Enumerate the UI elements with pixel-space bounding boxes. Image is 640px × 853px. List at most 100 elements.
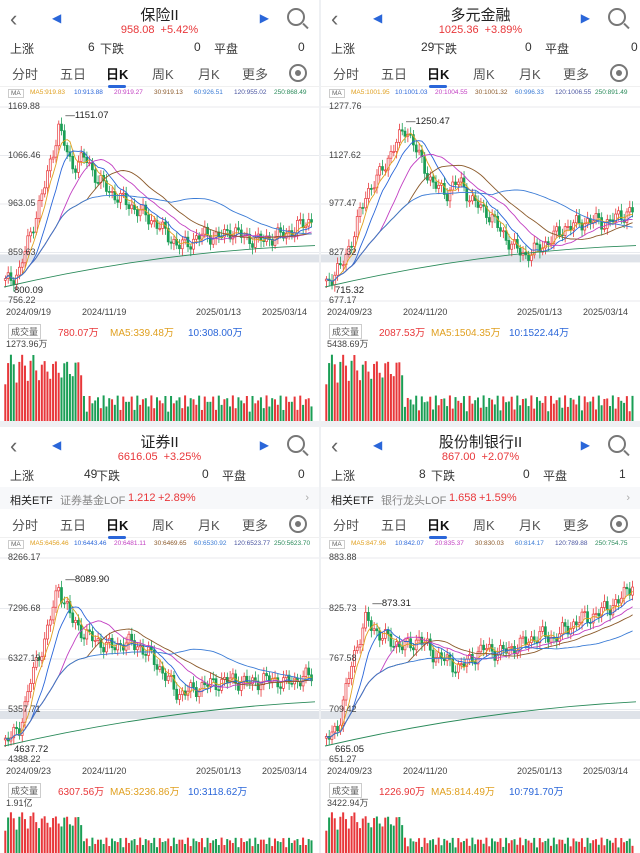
volume-bar <box>113 841 116 853</box>
volume-label[interactable]: 成交量 <box>8 324 42 339</box>
volume-chart[interactable]: 3422.94万 <box>321 796 640 853</box>
volume-bar <box>527 840 530 853</box>
volume-chart[interactable]: 1273.96万 <box>0 337 319 421</box>
volume-bar <box>310 406 313 421</box>
settings-gear-icon[interactable] <box>289 64 307 82</box>
volume-bar <box>426 843 429 853</box>
volume-bar <box>465 838 468 853</box>
back-chevron-icon[interactable]: ‹ <box>10 6 18 31</box>
volume-bar <box>423 402 426 421</box>
volume-bar <box>91 403 94 421</box>
tab-3[interactable]: 周K <box>473 518 495 533</box>
tab-1[interactable]: 五日 <box>60 518 87 533</box>
low-value: 4637.72 <box>14 744 49 755</box>
tab-0[interactable]: 分时 <box>12 67 39 82</box>
ma-label[interactable]: MA <box>8 540 24 549</box>
prev-arrow-icon[interactable]: ◀ <box>373 438 383 452</box>
settings-gear-icon[interactable] <box>610 64 628 82</box>
candle-body <box>310 219 313 223</box>
volume-chart[interactable]: 5438.69万 <box>321 337 640 421</box>
kline-chart[interactable]: 1169.88 1066.46 963.05 859.63 756.22 —1151.07… <box>0 99 319 321</box>
chevron-right-icon[interactable]: › <box>626 492 630 504</box>
prev-arrow-icon[interactable]: ◀ <box>52 438 62 452</box>
tab-4[interactable]: 月K <box>519 518 541 533</box>
back-chevron-icon[interactable]: ‹ <box>10 433 18 458</box>
volume-bar <box>141 844 144 853</box>
tab-5[interactable]: 更多 <box>563 67 590 82</box>
candle-body <box>600 607 603 617</box>
chevron-right-icon[interactable]: › <box>305 492 309 504</box>
candle-body <box>298 219 302 221</box>
ma-line-250 <box>324 701 637 747</box>
candle-body <box>40 193 44 201</box>
tab-0[interactable]: 分时 <box>12 518 39 533</box>
volume-bar <box>437 405 440 421</box>
next-arrow-icon[interactable]: ▶ <box>259 11 269 25</box>
tab-1[interactable]: 五日 <box>381 518 408 533</box>
volume-bar <box>80 825 83 853</box>
ma-label[interactable]: MA <box>329 89 345 98</box>
candle-body <box>347 678 351 684</box>
tab-0[interactable]: 分时 <box>333 67 360 82</box>
volume-bar <box>367 371 370 421</box>
ma-label[interactable]: MA <box>8 89 24 98</box>
tab-4[interactable]: 月K <box>198 67 220 82</box>
tab-5[interactable]: 更多 <box>242 67 269 82</box>
volume-label[interactable]: 成交量 <box>329 324 363 339</box>
tab-3[interactable]: 周K <box>152 67 174 82</box>
search-icon[interactable] <box>608 435 626 453</box>
ma-label[interactable]: MA <box>329 540 345 549</box>
search-icon[interactable] <box>287 8 305 26</box>
volume-bar <box>454 397 457 421</box>
volume-bar <box>43 361 46 421</box>
related-etf-row[interactable]: 相关ETF 银行龙头LOF 1.658 +1.59% › <box>321 487 640 509</box>
tab-5[interactable]: 更多 <box>242 518 269 533</box>
tab-4[interactable]: 月K <box>198 518 220 533</box>
search-icon[interactable] <box>608 8 626 26</box>
prev-arrow-icon[interactable]: ◀ <box>52 11 62 25</box>
volume-bar <box>43 816 46 853</box>
volume-chart[interactable]: 1.91亿 <box>0 796 319 853</box>
kline-chart[interactable]: 883.88 825.73 767.58 709.42 651.27 —873.31 665… <box>321 550 640 780</box>
tab-5[interactable]: 更多 <box>563 518 590 533</box>
tab-3[interactable]: 周K <box>473 67 495 82</box>
kline-chart[interactable]: 1277.76 1127.62 977.47 827.32 677.17 —1250.47… <box>321 99 640 321</box>
volume-bar <box>220 404 223 421</box>
tab-2[interactable]: 日K <box>106 64 128 88</box>
tab-4[interactable]: 月K <box>519 67 541 82</box>
volume-bar <box>600 837 603 853</box>
volume-label[interactable]: 成交量 <box>329 783 363 798</box>
candle-body <box>381 637 384 641</box>
volume-bar <box>384 817 387 853</box>
tab-0[interactable]: 分时 <box>333 518 360 533</box>
settings-gear-icon[interactable] <box>289 515 307 533</box>
tab-2[interactable]: 日K <box>427 515 449 539</box>
volume-bar <box>63 817 66 853</box>
volume-bar <box>116 395 119 421</box>
volume-bar <box>499 838 502 853</box>
related-etf-row[interactable]: 相关ETF 证券基金LOF 1.212 +2.89% › <box>0 487 319 509</box>
back-chevron-icon[interactable]: ‹ <box>331 433 339 458</box>
next-arrow-icon[interactable]: ▶ <box>580 11 590 25</box>
tab-2[interactable]: 日K <box>427 64 449 88</box>
tab-1[interactable]: 五日 <box>60 67 87 82</box>
ma-value-3: 30:830.03 <box>475 540 504 547</box>
next-arrow-icon[interactable]: ▶ <box>259 438 269 452</box>
candle-body <box>265 673 268 677</box>
settings-gear-icon[interactable] <box>610 515 628 533</box>
kline-chart[interactable]: 8266.17 7296.68 6327.19 5357.71 4388.22 —8089… <box>0 550 319 780</box>
prev-arrow-icon[interactable]: ◀ <box>373 11 383 25</box>
tab-3[interactable]: 周K <box>152 518 174 533</box>
volume-bar <box>328 363 331 421</box>
tab-1[interactable]: 五日 <box>381 67 408 82</box>
volume-bar <box>200 409 203 421</box>
candle-body <box>560 622 564 635</box>
volume-bar <box>631 845 634 853</box>
tab-2[interactable]: 日K <box>106 515 128 539</box>
volume-label[interactable]: 成交量 <box>8 783 42 798</box>
candle-body <box>518 637 522 652</box>
volume-bar <box>454 847 457 853</box>
next-arrow-icon[interactable]: ▶ <box>580 438 590 452</box>
search-icon[interactable] <box>287 435 305 453</box>
back-chevron-icon[interactable]: ‹ <box>331 6 339 31</box>
